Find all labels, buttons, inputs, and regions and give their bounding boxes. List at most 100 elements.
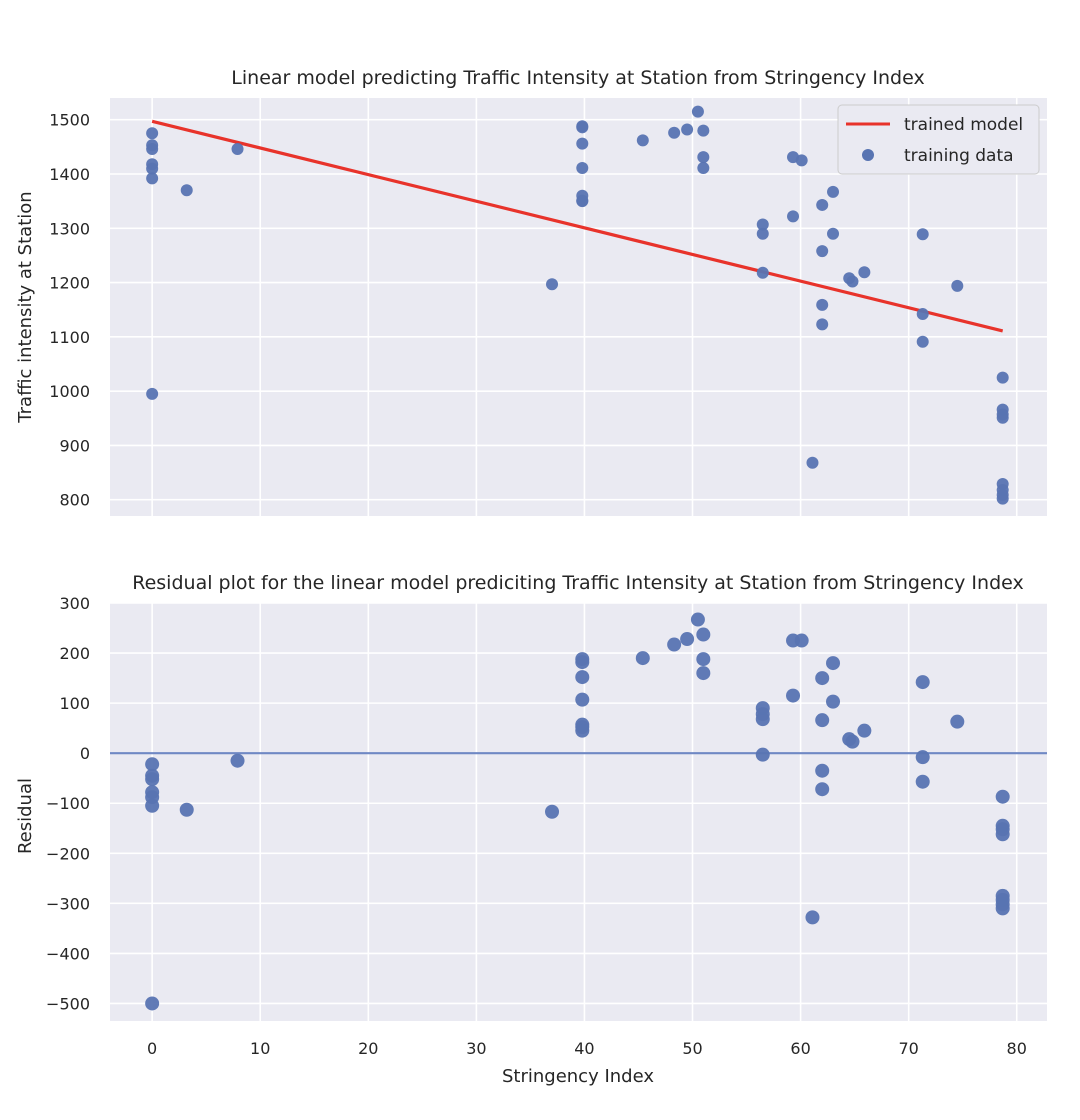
bottom-y-tick-label: −100	[46, 794, 90, 813]
bottom-data-point	[845, 734, 860, 749]
top-data-point	[916, 228, 929, 241]
legend-marker-swatch	[862, 149, 874, 161]
top-data-point	[996, 411, 1009, 424]
top-data-point	[697, 162, 710, 175]
bottom-y-tick-label: 100	[59, 694, 90, 713]
bottom-x-tick-labels: 0 10 20 30 40 50 60 70 80	[147, 1039, 1027, 1058]
bottom-data-point	[995, 789, 1010, 804]
bottom-data-point	[755, 747, 770, 762]
bottom-data-point	[575, 723, 590, 738]
bottom-data-point	[794, 633, 809, 648]
bottom-data-point	[230, 753, 245, 768]
top-data-point	[668, 126, 681, 139]
bottom-data-point	[696, 666, 711, 681]
top-data-point	[691, 105, 704, 118]
bottom-data-point	[815, 713, 830, 728]
bottom-data-point	[575, 692, 590, 707]
top-data-point	[231, 143, 244, 156]
top-y-tick-label: 1400	[49, 165, 90, 184]
top-data-point	[681, 123, 694, 136]
bottom-y-tick-label: 0	[80, 744, 90, 763]
top-y-tick-label: 800	[59, 491, 90, 510]
trained-model-line	[151, 119, 1004, 333]
top-data-point	[827, 185, 840, 198]
bottom-data-point	[826, 656, 841, 671]
bottom-data-point	[995, 901, 1010, 916]
top-data-point	[996, 492, 1009, 505]
bottom-data-point	[545, 804, 560, 819]
bottom-y-tick-label: −200	[46, 844, 90, 863]
bottom-data-point	[680, 632, 695, 647]
top-y-axis-label: Traffic intensity at Station	[15, 191, 36, 423]
bottom-data-point	[815, 763, 830, 778]
top-data-point	[146, 127, 159, 140]
top-data-point	[576, 194, 589, 207]
top-data-point	[576, 121, 589, 134]
bottom-data-point	[667, 637, 682, 652]
bottom-x-tick-label: 40	[574, 1039, 594, 1058]
bottom-x-tick-label: 80	[1007, 1039, 1027, 1058]
bottom-y-tick-label: −500	[46, 994, 90, 1013]
top-data-point	[756, 266, 769, 279]
bottom-data-point	[915, 675, 930, 690]
top-data-point	[916, 335, 929, 348]
top-data-point	[816, 298, 829, 311]
bottom-marks	[110, 612, 1047, 1011]
top-y-tick-label: 1000	[49, 382, 90, 401]
bottom-data-point	[575, 670, 590, 685]
bottom-y-tick-label: 200	[59, 644, 90, 663]
bottom-data-point	[635, 651, 650, 666]
bottom-data-point	[696, 627, 711, 642]
bottom-data-point	[690, 612, 705, 627]
top-data-point	[146, 162, 159, 175]
bottom-data-point	[915, 750, 930, 765]
top-data-point	[756, 227, 769, 240]
top-data-point	[827, 227, 840, 240]
bottom-y-tick-label: −400	[46, 944, 90, 963]
top-data-point	[576, 162, 589, 175]
top-data-point	[816, 198, 829, 211]
bottom-data-point	[815, 782, 830, 797]
bottom-x-tick-label: 30	[466, 1039, 486, 1058]
bottom-data-point	[995, 827, 1010, 842]
bottom-x-tick-label: 70	[898, 1039, 918, 1058]
bottom-chart-title: Residual plot for the linear model predi…	[132, 572, 1024, 594]
bottom-y-tick-labels: 300 200 100 0 −100 −200 −300 −400 −500	[46, 594, 90, 1013]
bottom-data-point	[950, 714, 965, 729]
top-data-point	[996, 371, 1009, 384]
bottom-y-tick-label: −300	[46, 894, 90, 913]
top-panel: 800 900 1000 1100 1200 1300 1400 1500 Linear mo…	[15, 67, 1047, 516]
top-data-point	[916, 308, 929, 321]
top-data-point	[795, 154, 808, 167]
legend-entry-trained-model: trained model	[904, 115, 1023, 135]
top-data-point	[846, 275, 859, 288]
top-data-point	[816, 318, 829, 331]
bottom-data-point	[179, 802, 194, 817]
top-data-point	[636, 134, 649, 147]
top-chart-title: Linear model predicting Traffic Intensit…	[231, 67, 924, 89]
top-data-point	[146, 387, 159, 400]
top-data-point	[146, 143, 159, 156]
top-data-point	[858, 266, 871, 279]
bottom-data-point	[755, 712, 770, 727]
bottom-x-tick-label: 10	[250, 1039, 270, 1058]
top-data-point	[951, 279, 964, 292]
bottom-x-tick-label: 60	[790, 1039, 810, 1058]
bottom-data-point	[805, 910, 820, 925]
top-data-point	[546, 278, 559, 291]
top-y-tick-label: 1100	[49, 328, 90, 347]
bottom-data-point	[915, 774, 930, 789]
top-data-point	[180, 184, 193, 197]
bottom-data-point	[786, 688, 801, 703]
bottom-data-point	[696, 652, 711, 667]
top-y-tick-labels: 800 900 1000 1100 1200 1300 1400 1500	[49, 111, 90, 510]
top-data-point	[787, 210, 800, 223]
top-data-point	[816, 245, 829, 258]
bottom-data-point	[575, 655, 590, 670]
top-data-point	[806, 456, 819, 469]
bottom-y-axis-label: Residual	[15, 778, 36, 854]
top-y-tick-label: 900	[59, 436, 90, 455]
bottom-data-point	[826, 694, 841, 709]
bottom-y-tick-label: 300	[59, 594, 90, 613]
